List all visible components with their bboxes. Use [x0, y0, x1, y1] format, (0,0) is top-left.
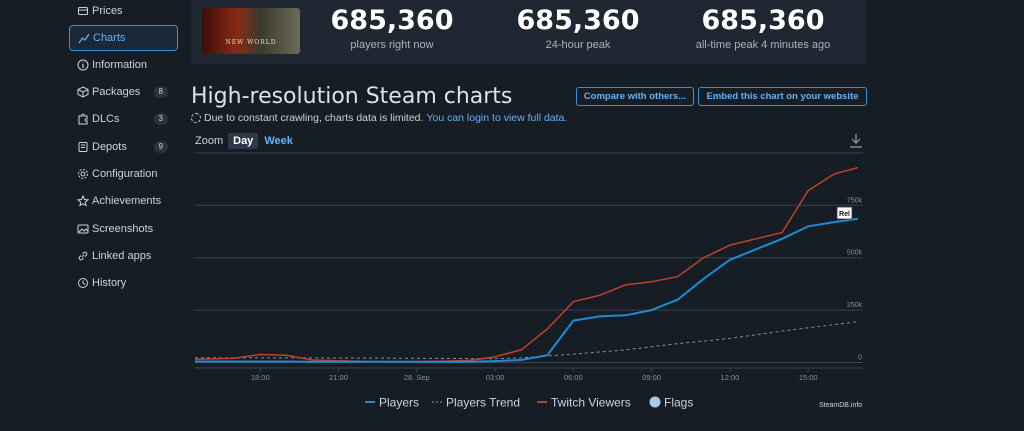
depot-icon [78, 142, 88, 152]
sidebar-item-charts[interactable]: Charts [69, 25, 178, 51]
sidebar-item-label: Achievements [92, 195, 162, 207]
history-icon [78, 278, 88, 288]
puzzle-icon [78, 113, 88, 125]
sidebar-item-label: Information [92, 59, 148, 71]
stat-all-time-peak: 685,360 all-time peak 4 minutes ago [678, 4, 848, 52]
stat-label: all-time peak 4 minutes ago [695, 39, 831, 51]
sidebar-item-label: Screenshots [92, 223, 154, 235]
y-tick-label: 750k [847, 197, 863, 204]
legend-item-label[interactable]: Twitch Viewers [551, 396, 631, 410]
sidebar-item-screenshots[interactable]: Screenshots [69, 216, 178, 242]
legend-item-label[interactable]: Players [379, 396, 419, 410]
sidebar-item-label: DLCs [92, 113, 120, 125]
info-icon [77, 59, 89, 71]
y-tick-label: 0 [858, 355, 862, 362]
item-count-badge: 9 [153, 141, 168, 153]
game-logo: NEW WORLD [225, 39, 277, 46]
image-icon [77, 224, 89, 234]
flag-marker-label: Rel [839, 211, 850, 218]
stat-value: 685,360 [516, 5, 640, 36]
series-line-twitch-viewers [194, 166, 858, 363]
sidebar-item-label: Configuration [92, 168, 158, 180]
stat-value: 685,360 [330, 5, 454, 36]
zoom-control: Zoom Day Week [195, 133, 299, 149]
x-tick-label: 15:00 [799, 373, 818, 382]
sidebar-item-label: Prices [92, 5, 123, 17]
package-icon [77, 86, 89, 98]
series-line-players [195, 217, 858, 363]
crawl-note-text: Due to constant crawling, charts data is… [204, 112, 424, 124]
sidebar-item-packages[interactable]: Packages 8 [69, 79, 178, 105]
x-tick-label: 18:00 [251, 373, 270, 382]
y-tick-label: 250k [847, 302, 863, 309]
gear-icon [78, 169, 88, 179]
sidebar-item-label: Depots [92, 141, 127, 153]
sidebar-item-achievements[interactable]: Achievements [69, 188, 178, 214]
sidebar-item-history[interactable]: History [69, 270, 178, 296]
price-tag-icon [78, 7, 88, 15]
legend-swatch[interactable] [649, 396, 661, 408]
zoom-week-button[interactable]: Week [264, 135, 293, 147]
compare-button[interactable]: Compare with others... [576, 87, 694, 106]
flag-marker[interactable] [836, 206, 853, 220]
y-tick-label: 500k [847, 250, 863, 257]
star-icon [77, 195, 89, 207]
item-count-badge: 8 [153, 86, 168, 98]
sidebar-item-configuration[interactable]: Configuration [69, 161, 178, 187]
sidebar-item-information[interactable]: Information [69, 52, 178, 78]
zoom-day-button[interactable]: Day [228, 133, 259, 149]
zoom-label: Zoom [195, 135, 224, 147]
series-line-players-trend [195, 321, 858, 360]
embed-chart-button[interactable]: Embed this chart on your website [698, 87, 867, 106]
sidebar-item-label: Linked apps [92, 250, 152, 262]
stat-24h-peak: 685,360 24-hour peak [493, 4, 663, 52]
page-title: High-resolution Steam charts [191, 84, 513, 109]
x-tick-label: 03:00 [486, 373, 505, 382]
sidebar-item-prices[interactable]: Prices [69, 0, 178, 24]
game-capsule-image[interactable]: NEW WORLD [202, 8, 300, 54]
x-tick-label: 12:00 [721, 373, 740, 382]
x-tick-label: 06:00 [564, 373, 583, 382]
legend-item-label[interactable]: Players Trend [446, 396, 520, 410]
sidebar-item-label: Packages [92, 86, 141, 98]
sidebar-item-label: History [92, 277, 127, 289]
stat-value: 685,360 [701, 5, 825, 36]
loading-circle-icon [191, 113, 201, 123]
download-icon[interactable] [849, 133, 863, 149]
item-count-badge: 3 [153, 113, 168, 125]
x-tick-label: 09:00 [642, 373, 661, 382]
footer-brand: SteamDB.info [819, 402, 863, 409]
stats-panel: NEW WORLD 685,360 players right now 685,… [191, 0, 867, 64]
stat-players-now: 685,360 players right now [307, 4, 477, 52]
sidebar-item-depots[interactable]: Depots 9 [69, 134, 178, 160]
login-link[interactable]: You can login to view full data. [426, 112, 568, 124]
sidebar-item-dlcs[interactable]: DLCs 3 [69, 106, 178, 132]
stat-label: 24-hour peak [545, 39, 611, 51]
legend-item-label[interactable]: Flags [664, 396, 693, 410]
x-tick-label: 21:00 [329, 373, 348, 382]
sidebar-item-label: Charts [93, 32, 126, 44]
stat-label: players right now [350, 39, 434, 51]
link-icon [78, 251, 88, 261]
chart-icon [78, 33, 90, 44]
x-tick-label: 28. Sep [404, 373, 430, 382]
crawl-note: Due to constant crawling, charts data is… [191, 112, 567, 124]
sidebar-item-linked-apps[interactable]: Linked apps [69, 243, 178, 269]
